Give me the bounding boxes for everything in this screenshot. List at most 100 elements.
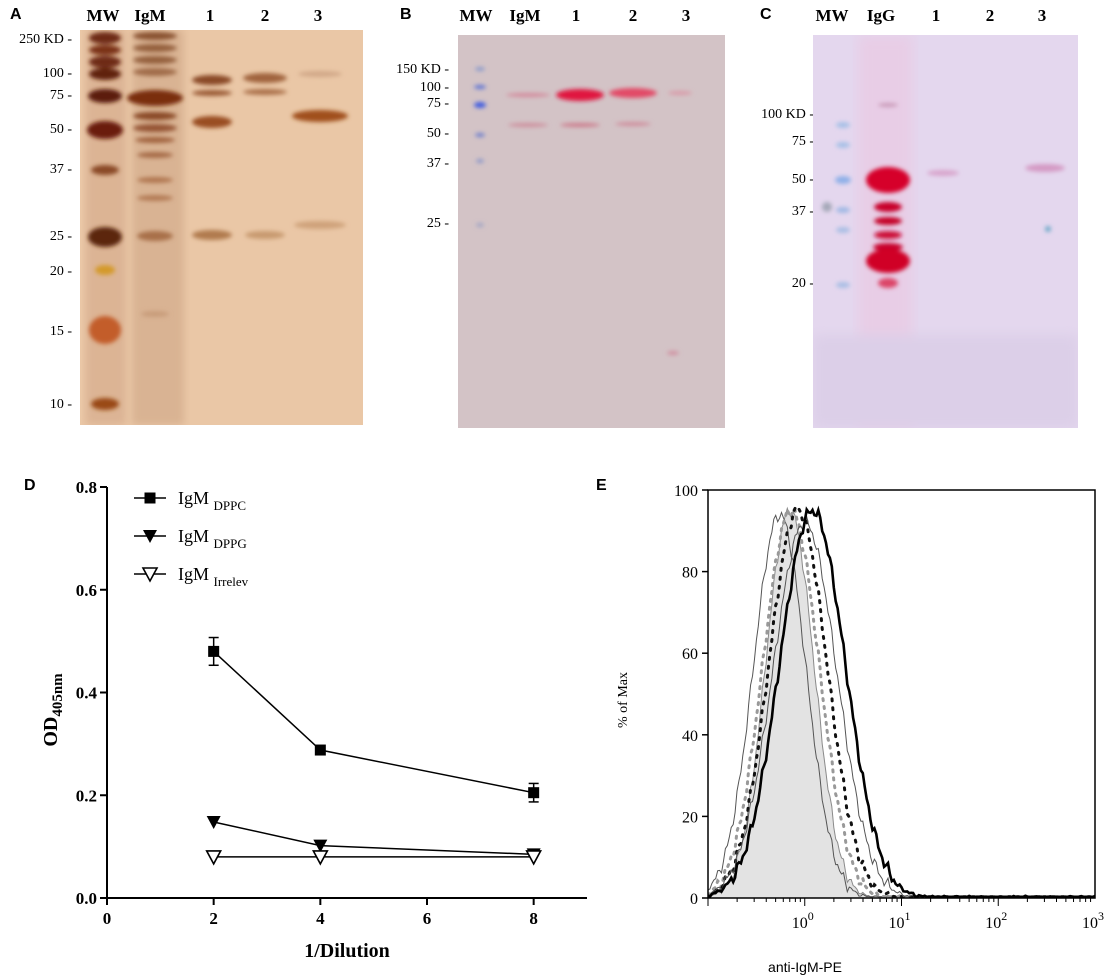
y-tick-label-d: 0.4 xyxy=(76,684,98,703)
series-d-dppc xyxy=(208,636,540,803)
x-tick-exponent-e: 2 xyxy=(1001,909,1007,923)
data-point-d xyxy=(205,850,223,866)
mw-label-b-100: 100 - xyxy=(419,80,449,95)
lane-label-b-1: 1 xyxy=(571,6,581,25)
legend-marker-d xyxy=(143,530,157,543)
mw-label-a-15: 15 - xyxy=(49,324,72,339)
panel-letter-e: E xyxy=(596,477,607,494)
legend-item-d: IgM DPPC xyxy=(134,488,246,513)
data-point-d xyxy=(313,839,328,853)
data-point-d xyxy=(208,645,220,657)
mw-label-a-25: 25 - xyxy=(49,229,72,244)
x-tick-label-d: 8 xyxy=(529,909,538,928)
mw-label-a-20: 20 - xyxy=(49,264,72,279)
x-tick-base-e: 10 xyxy=(1082,915,1098,932)
legend-marker-d xyxy=(141,567,159,583)
y-axis-label-d-main: OD xyxy=(40,717,62,747)
mw-label-a-100: 100 - xyxy=(42,66,72,81)
x-tick-label-d: 0 xyxy=(103,909,112,928)
data-point-d xyxy=(525,850,543,866)
lane-label-c-1: 1 xyxy=(931,6,941,25)
mw-label-b-150: 150 KD - xyxy=(396,62,449,77)
panel-letter-b: B xyxy=(400,6,412,23)
y-axis-label-d-sub: 405nm xyxy=(50,673,66,717)
lane-label-a-igm: IgM xyxy=(134,6,166,25)
panel-letter-a: A xyxy=(10,6,22,23)
lane-label-c-igg: IgG xyxy=(866,6,896,25)
panel-letter-c: C xyxy=(760,6,772,23)
x-tick-base-e: 10 xyxy=(792,915,808,932)
y-tick-label-d: 0.8 xyxy=(76,478,97,497)
membrane-image-b xyxy=(458,35,725,428)
gel-image-a xyxy=(80,30,363,425)
y-tick-label-e: 40 xyxy=(682,728,698,745)
histogram-curve-e xyxy=(708,505,1095,898)
y-tick-label-e: 20 xyxy=(682,809,698,826)
y-tick-label-d: 0.6 xyxy=(76,581,97,600)
data-point-d xyxy=(314,744,326,756)
series-d-irrelev xyxy=(205,850,543,866)
legend-label-d: IgM DPPC xyxy=(178,488,246,513)
data-point-d xyxy=(311,850,329,866)
lane-label-a-mw: MW xyxy=(86,6,120,25)
series-line-d xyxy=(213,650,534,794)
series-line-d xyxy=(213,821,534,856)
mw-label-c-100: 100 KD - xyxy=(761,107,814,122)
legend-label-main-d: IgM xyxy=(178,488,214,508)
y-tick-label-d: 0.2 xyxy=(76,786,97,805)
mw-label-b-50: 50 - xyxy=(426,126,449,141)
panel-letter-d: D xyxy=(24,477,36,494)
x-tick-label-e: 103 xyxy=(1082,909,1104,932)
x-tick-label-d: 4 xyxy=(316,909,325,928)
y-axis-label-e: % of Max xyxy=(616,672,631,728)
mw-label-a-50: 50 - xyxy=(49,122,72,137)
legend-label-d: IgM Irrelev xyxy=(178,564,249,589)
membrane-image-c xyxy=(813,35,1078,428)
x-tick-base-e: 10 xyxy=(985,915,1001,932)
lane-label-c-3: 3 xyxy=(1037,6,1047,25)
y-tick-label-e: 80 xyxy=(682,565,698,582)
data-point-d xyxy=(206,815,221,829)
x-tick-label-d: 6 xyxy=(423,909,432,928)
y-tick-label-e: 0 xyxy=(690,891,698,908)
x-tick-exponent-e: 3 xyxy=(1098,909,1104,923)
x-tick-exponent-e: 0 xyxy=(808,909,814,923)
legend-item-d: IgM Irrelev xyxy=(134,564,249,589)
y-tick-label-e: 100 xyxy=(674,483,698,500)
histogram-curve-e xyxy=(708,505,1095,898)
legend-label-sub-d: DPPG xyxy=(214,536,247,551)
mw-label-b-75: 75 - xyxy=(426,96,449,111)
x-axis-label-e: anti-IgM-PE xyxy=(768,959,842,975)
legend-label-main-d: IgM xyxy=(178,564,214,584)
y-tick-label-e: 60 xyxy=(682,646,698,663)
lane-label-a-2: 2 xyxy=(260,6,270,25)
lane-label-b-igm: IgM xyxy=(509,6,541,25)
legend-marker-d xyxy=(144,492,156,504)
lane-label-b-2: 2 xyxy=(628,6,638,25)
lane-label-a-1: 1 xyxy=(205,6,215,25)
x-tick-label-e: 101 xyxy=(889,909,911,932)
x-tick-label-e: 102 xyxy=(985,909,1007,932)
mw-label-a-10: 10 - xyxy=(49,397,72,412)
legend-label-sub-d: Irrelev xyxy=(214,574,249,589)
y-tick-label-d: 0.0 xyxy=(76,889,97,908)
mw-label-c-20: 20 - xyxy=(791,276,814,291)
mw-label-a-75: 75 - xyxy=(49,88,72,103)
mw-label-c-37: 37 - xyxy=(791,204,814,219)
legend-label-sub-d: DPPC xyxy=(214,498,247,513)
lane-label-a-3: 3 xyxy=(313,6,323,25)
legend-label-main-d: IgM xyxy=(178,526,214,546)
mw-label-b-37: 37 - xyxy=(426,156,449,171)
x-tick-label-e: 100 xyxy=(792,909,814,932)
x-tick-label-d: 2 xyxy=(209,909,218,928)
x-tick-exponent-e: 1 xyxy=(905,909,911,923)
mw-label-c-75: 75 - xyxy=(791,134,814,149)
legend-label-d: IgM DPPG xyxy=(178,526,247,551)
data-point-d xyxy=(528,787,540,799)
lane-label-b-mw: MW xyxy=(459,6,493,25)
x-axis-label-d: 1/Dilution xyxy=(304,940,390,962)
mw-label-b-25: 25 - xyxy=(426,216,449,231)
mw-label-c-50: 50 - xyxy=(791,172,814,187)
mw-label-a-37: 37 - xyxy=(49,162,72,177)
